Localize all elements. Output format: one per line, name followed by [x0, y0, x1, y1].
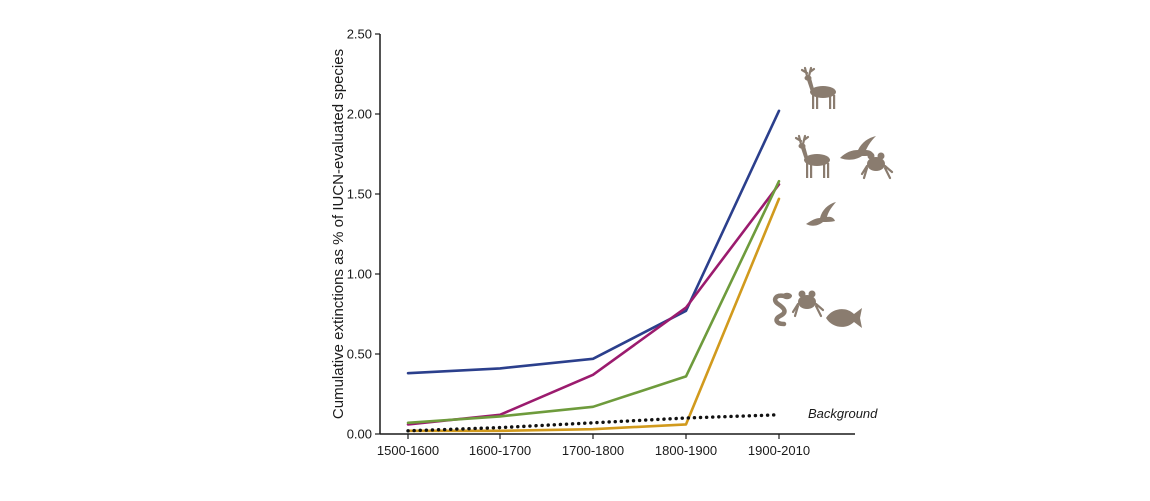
- fish-icon: [826, 308, 862, 328]
- deer-icon-group: [794, 134, 830, 178]
- deer-icon: [800, 66, 836, 109]
- y-tick-label: 0.50: [347, 347, 372, 362]
- icons-layer: [772, 66, 894, 328]
- series-line-2: [406, 179, 781, 425]
- x-tick-label: 1800-1900: [655, 443, 717, 458]
- x-tick-label: 1900-2010: [748, 443, 810, 458]
- bird-icon: [806, 202, 836, 226]
- y-tick-label: 2.00: [347, 107, 372, 122]
- background-series-line: [406, 413, 781, 433]
- snake-icon: [772, 292, 792, 327]
- series-line-1: [406, 183, 781, 426]
- x-tick-label: 1500-1600: [377, 443, 439, 458]
- y-ticks: 0.00 0.50 1.00 1.50 2.00 2.50: [347, 27, 380, 442]
- y-axis-label: Cumulative extinctions as % of IUCN-eval…: [330, 49, 347, 419]
- frog-icon-group: [860, 152, 894, 180]
- series-line-3: [406, 197, 781, 433]
- series-line-0: [406, 109, 781, 375]
- bird-icon-group: [840, 136, 876, 160]
- y-tick-label: 1.00: [347, 267, 372, 282]
- x-ticks: 1500-1600 1600-1700 1700-1800 1800-1900 1900…: [377, 434, 810, 458]
- x-tick-label: 1600-1700: [469, 443, 531, 458]
- frog-icon: [791, 290, 825, 318]
- x-tick-label: 1700-1800: [562, 443, 624, 458]
- background-annotation: Background: [808, 406, 878, 421]
- series-layer: [406, 109, 781, 433]
- y-tick-label: 0.00: [347, 427, 372, 442]
- y-tick-label: 1.50: [347, 187, 372, 202]
- y-tick-label: 2.50: [347, 27, 372, 42]
